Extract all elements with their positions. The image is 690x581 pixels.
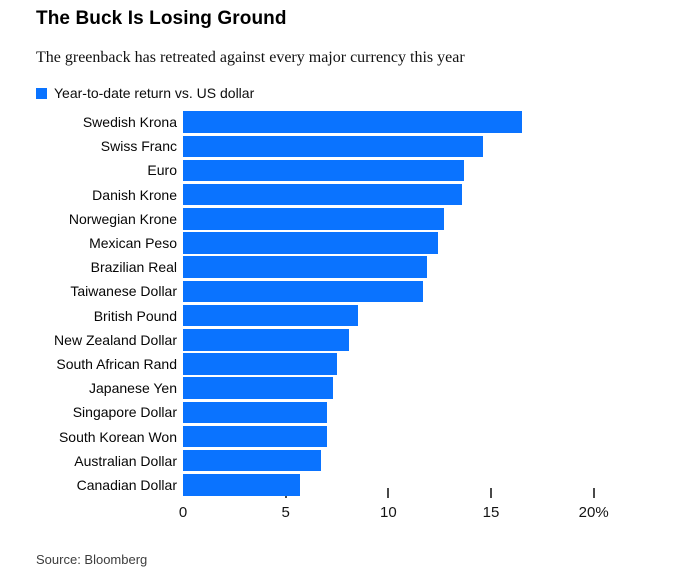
bar [183, 401, 327, 424]
category-label: Norwegian Krone [68, 210, 177, 227]
bar-track [183, 280, 670, 303]
category-label: Japanese Yen [89, 380, 177, 397]
x-axis-label: 0 [178, 504, 188, 521]
bar-track [183, 159, 670, 182]
bar [183, 135, 483, 158]
bar-track [183, 401, 670, 424]
chart-row: Swedish Krona [36, 110, 670, 134]
source-note: Source: Bloomberg [36, 552, 148, 567]
bar [183, 449, 321, 472]
page-title: The Buck Is Losing Ground [36, 8, 287, 29]
x-axis-label: 10 [380, 504, 397, 521]
legend-swatch-icon [36, 87, 47, 99]
bar-track [183, 449, 670, 472]
category-label: Brazilian Real [90, 259, 177, 276]
bar-track [183, 329, 670, 351]
chart-row: Australian Dollar [36, 449, 670, 473]
x-axis-tick [592, 488, 595, 498]
category-label: South African Rand [56, 355, 177, 372]
chart-row: Canadian Dollar [36, 473, 670, 497]
bar [183, 474, 301, 496]
category-label: Swiss Franc [100, 138, 177, 155]
x-axis-tick [387, 488, 390, 498]
bar [183, 425, 327, 448]
bar [183, 232, 438, 254]
category-label: South Korean Won [58, 428, 177, 445]
bar-track [183, 208, 670, 230]
bar [183, 353, 337, 375]
bar [183, 280, 424, 303]
chart-row: Taiwanese Dollar [36, 279, 670, 303]
chart-row: Norwegian Krone [36, 207, 670, 231]
category-label: New Zealand Dollar [54, 331, 177, 348]
bar [183, 256, 428, 278]
chart-row: Danish Krone [36, 183, 670, 207]
category-label: Mexican Peso [89, 235, 177, 252]
chart-row: New Zealand Dollar [36, 328, 670, 352]
x-axis-tick [490, 488, 493, 498]
chart-row: British Pound [36, 304, 670, 328]
bar-track [183, 256, 670, 278]
bar-track [183, 232, 670, 254]
category-label: British Pound [93, 307, 177, 324]
bar [183, 329, 350, 351]
bar-track [183, 135, 670, 158]
bar-chart: Swedish Krona Swiss Franc Euro Danish Krone… [36, 110, 670, 497]
category-label: Danish Krone [92, 186, 177, 203]
bar-track [183, 304, 670, 327]
bar [183, 159, 465, 182]
bar [183, 208, 444, 230]
bar [183, 111, 522, 133]
chart-row: Mexican Peso [36, 231, 670, 255]
x-axis-label: 5 [281, 504, 290, 521]
bar [183, 183, 463, 206]
bar-track [183, 353, 670, 375]
category-label: Singapore Dollar [72, 404, 177, 421]
category-label: Australian Dollar [74, 452, 177, 469]
category-label: Euro [147, 162, 177, 179]
category-label: Taiwanese Dollar [70, 283, 177, 300]
category-label: Swedish Krona [82, 114, 177, 131]
bar-track [183, 474, 670, 496]
chart-row: South Korean Won [36, 424, 670, 448]
chart-row: Euro [36, 158, 670, 182]
chart-card: The Buck Is Losing Ground The greenback … [36, 8, 670, 567]
bar [183, 304, 358, 327]
bar-track [183, 377, 670, 399]
bar-track [183, 111, 670, 133]
x-axis-label: 20% [578, 504, 609, 521]
bar-track [183, 183, 670, 206]
legend-label: Year-to-date return vs. US dollar [54, 85, 255, 101]
x-axis-labels: 0 5 10 15 20% [36, 504, 670, 521]
chart-row: Japanese Yen [36, 376, 670, 400]
x-axis-label: 15 [482, 504, 500, 521]
chart-row: Singapore Dollar [36, 400, 670, 424]
bar-track [183, 425, 670, 448]
category-label: Canadian Dollar [76, 476, 177, 493]
chart-row: Brazilian Real [36, 255, 670, 279]
chart-row: South African Rand [36, 352, 670, 376]
legend: Year-to-date return vs. US dollar [36, 85, 670, 101]
bar [183, 377, 333, 399]
chart-row: Swiss Franc [36, 134, 670, 158]
page-subtitle: The greenback has retreated against ever… [36, 49, 465, 66]
